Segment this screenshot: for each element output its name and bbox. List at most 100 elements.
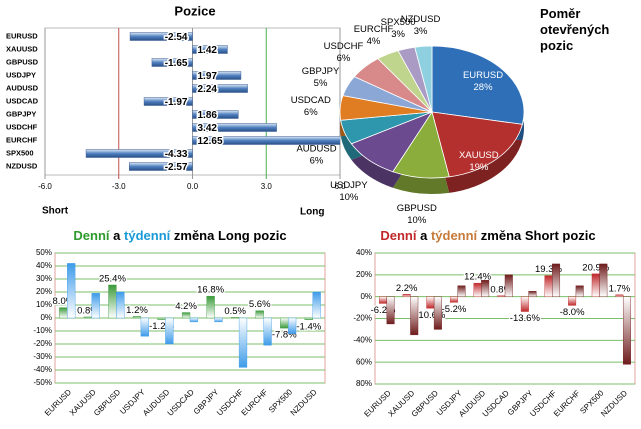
- bar: [426, 296, 435, 309]
- data-label: 1.97: [198, 71, 218, 82]
- pie-label: EURCHF: [354, 24, 394, 35]
- chart-title: Denní a týdenní změna Short pozic: [380, 228, 595, 243]
- y-tick-label: AUDUSD: [6, 83, 39, 92]
- bar: [528, 291, 537, 297]
- title-part: změna Short pozic: [481, 228, 596, 243]
- y-tick-label: 20%: [36, 287, 52, 296]
- pie-slice: [414, 45, 433, 113]
- y-tick-label: 10%: [36, 300, 52, 309]
- bar: [192, 136, 340, 145]
- x-tick-label: NZDUSD: [289, 387, 319, 417]
- bar: [402, 294, 411, 297]
- data-label: 6%: [304, 107, 318, 118]
- data-label: -8.0%: [560, 307, 585, 318]
- bar: [143, 97, 193, 106]
- data-label: 2.2%: [396, 283, 418, 294]
- chart-title: Denní a týdenní změna Long pozic: [73, 228, 286, 243]
- data-label: 1.86: [198, 110, 218, 121]
- data-label: 5.6%: [249, 299, 271, 310]
- data-label: -2.54: [165, 32, 188, 43]
- y-tick-label: NZDUSD: [6, 161, 38, 170]
- bar: [473, 282, 482, 297]
- x-tick-label: USDCAD: [166, 387, 196, 417]
- data-label: 3%: [414, 26, 428, 37]
- bar: [615, 294, 624, 297]
- data-label: -4.33: [165, 149, 188, 160]
- data-label: 12.65: [198, 136, 223, 147]
- y-tick-label: 40%: [356, 248, 372, 257]
- bar: [214, 317, 223, 323]
- data-label: 16.8%: [197, 285, 224, 296]
- chart-title: Poměr otevřených pozic: [540, 6, 610, 53]
- bar: [255, 310, 264, 319]
- pie-slice: [431, 111, 523, 178]
- bar: [206, 295, 215, 319]
- y-tick-label: 60%: [356, 357, 372, 366]
- bar: [622, 296, 631, 365]
- bar: [192, 45, 228, 54]
- data-label: -1.4%: [296, 321, 321, 332]
- data-label: -1.65: [165, 58, 188, 69]
- bar: [91, 293, 100, 319]
- bar: [410, 296, 419, 336]
- data-label: 28%: [474, 82, 494, 93]
- bar: [599, 263, 608, 297]
- bar: [116, 291, 125, 319]
- x-tick-label: -6.0: [38, 182, 52, 191]
- y-tick-label: 40%: [36, 261, 52, 270]
- title-part: Denní: [73, 228, 110, 243]
- bar: [591, 273, 600, 297]
- y-tick-label: 20%: [356, 270, 372, 279]
- bar: [497, 295, 506, 297]
- bar: [85, 149, 193, 158]
- title-part: Denní: [380, 228, 417, 243]
- data-label: 1.2%: [126, 305, 148, 316]
- y-tick-label: GBPUSD: [6, 57, 39, 66]
- data-label: 6%: [337, 53, 351, 64]
- bar: [552, 263, 561, 297]
- y-tick-label: -20%: [353, 314, 372, 323]
- data-label: 0.5%: [224, 306, 246, 317]
- x-tick-label: GBPUSD: [92, 387, 122, 417]
- title-part: týdenní: [431, 228, 478, 243]
- bar: [59, 307, 68, 319]
- bar: [287, 317, 297, 334]
- y-tick-label: EURUSD: [6, 31, 38, 40]
- bar: [181, 312, 191, 319]
- data-label: 4.2%: [175, 301, 197, 312]
- bar: [157, 317, 166, 320]
- data-label: -13.6%: [510, 313, 541, 324]
- x-axis-label: Long: [300, 207, 324, 218]
- title-part: změna Long pozic: [174, 228, 287, 243]
- pie-label: EURUSD: [463, 70, 503, 81]
- y-tick-label: 0%: [360, 292, 372, 301]
- bar: [108, 284, 117, 319]
- bar: [192, 110, 239, 119]
- data-label: 10%: [407, 215, 427, 226]
- data-label: 19%: [469, 162, 489, 173]
- y-tick-label: USDCHF: [6, 122, 38, 131]
- x-axis-label: Short: [42, 206, 69, 217]
- bar: [238, 317, 248, 368]
- bar: [151, 58, 193, 67]
- y-tick-label: -40%: [353, 335, 372, 344]
- pie-label: AUDUSD: [296, 143, 336, 154]
- data-label: 5%: [314, 78, 328, 89]
- bar: [520, 296, 529, 312]
- y-tick-label: -40%: [33, 365, 52, 374]
- pie-label: GBPUSD: [397, 203, 437, 214]
- pie-label: USDCHF: [324, 41, 364, 52]
- y-tick-label: -30%: [33, 352, 52, 361]
- data-label: 10%: [339, 192, 359, 203]
- y-tick-label: USDCAD: [6, 96, 39, 105]
- data-label: 2.24: [198, 84, 218, 95]
- bar: [568, 296, 577, 306]
- pie-slice: [431, 45, 525, 125]
- title-part: a: [113, 228, 121, 243]
- x-tick-label: -3.0: [112, 182, 126, 191]
- bar: [129, 32, 193, 41]
- bar: [544, 275, 553, 297]
- bar: [280, 317, 289, 329]
